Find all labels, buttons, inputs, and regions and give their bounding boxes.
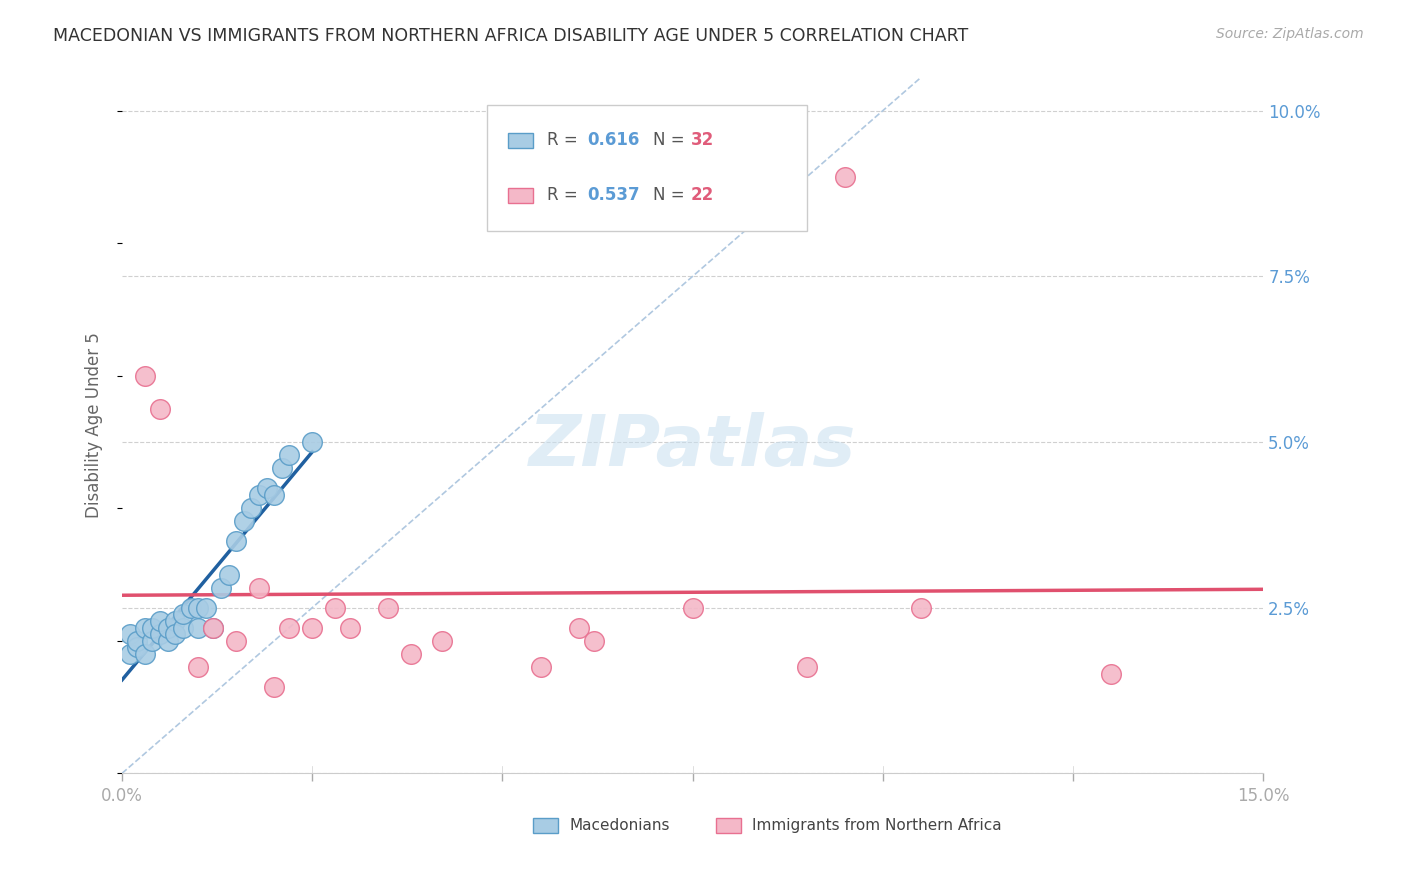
Text: 0.537: 0.537: [588, 186, 640, 204]
Point: [134, 368, 156, 383]
Text: Macedonians: Macedonians: [569, 818, 669, 833]
Point: [156, 621, 179, 635]
FancyBboxPatch shape: [488, 105, 807, 230]
Point: [796, 660, 818, 674]
Point: [377, 600, 399, 615]
Point: [910, 600, 932, 615]
Point: [172, 621, 194, 635]
Point: [127, 640, 149, 655]
Point: [263, 488, 285, 502]
Point: [1099, 667, 1122, 681]
Point: [682, 600, 704, 615]
Point: [187, 660, 209, 674]
Point: [399, 647, 422, 661]
Point: [567, 621, 589, 635]
Point: [278, 621, 301, 635]
Point: [218, 567, 240, 582]
Point: [263, 680, 285, 694]
Point: [141, 633, 163, 648]
Point: [187, 600, 209, 615]
Point: [202, 621, 225, 635]
Point: [149, 614, 172, 628]
Text: 22: 22: [690, 186, 714, 204]
Point: [278, 448, 301, 462]
Text: MACEDONIAN VS IMMIGRANTS FROM NORTHERN AFRICA DISABILITY AGE UNDER 5 CORRELATION: MACEDONIAN VS IMMIGRANTS FROM NORTHERN A…: [53, 27, 969, 45]
Text: Immigrants from Northern Africa: Immigrants from Northern Africa: [752, 818, 1001, 833]
Point: [270, 461, 292, 475]
Point: [165, 627, 187, 641]
Text: N =: N =: [652, 186, 689, 204]
Text: Source: ZipAtlas.com: Source: ZipAtlas.com: [1216, 27, 1364, 41]
Point: [118, 627, 141, 641]
Point: [301, 434, 323, 449]
Point: [180, 600, 202, 615]
Text: ZIPatlas: ZIPatlas: [529, 412, 856, 481]
Text: N =: N =: [652, 131, 689, 149]
Point: [141, 621, 163, 635]
Point: [127, 633, 149, 648]
Point: [209, 581, 232, 595]
Point: [202, 621, 225, 635]
Point: [323, 600, 346, 615]
Text: 32: 32: [690, 131, 714, 149]
Point: [247, 488, 270, 502]
Point: [118, 647, 141, 661]
Bar: [533, 818, 558, 833]
Text: 0.616: 0.616: [588, 131, 640, 149]
Point: [339, 621, 361, 635]
Point: [834, 169, 856, 184]
Bar: [508, 133, 533, 148]
Point: [149, 627, 172, 641]
Point: [256, 481, 278, 495]
Point: [240, 501, 263, 516]
Point: [156, 633, 179, 648]
Text: R =: R =: [547, 186, 582, 204]
Point: [232, 515, 254, 529]
Bar: [508, 188, 533, 203]
Point: [165, 614, 187, 628]
Point: [225, 534, 247, 549]
Point: [187, 621, 209, 635]
Y-axis label: Disability Age Under 5: Disability Age Under 5: [86, 333, 103, 518]
Text: R =: R =: [547, 131, 582, 149]
Point: [582, 633, 605, 648]
Point: [194, 600, 217, 615]
Point: [172, 607, 194, 622]
Point: [134, 647, 156, 661]
Point: [430, 633, 453, 648]
Point: [134, 621, 156, 635]
Point: [301, 621, 323, 635]
Point: [225, 633, 247, 648]
Point: [149, 401, 172, 416]
Bar: [716, 818, 741, 833]
Point: [529, 660, 551, 674]
Point: [247, 581, 270, 595]
